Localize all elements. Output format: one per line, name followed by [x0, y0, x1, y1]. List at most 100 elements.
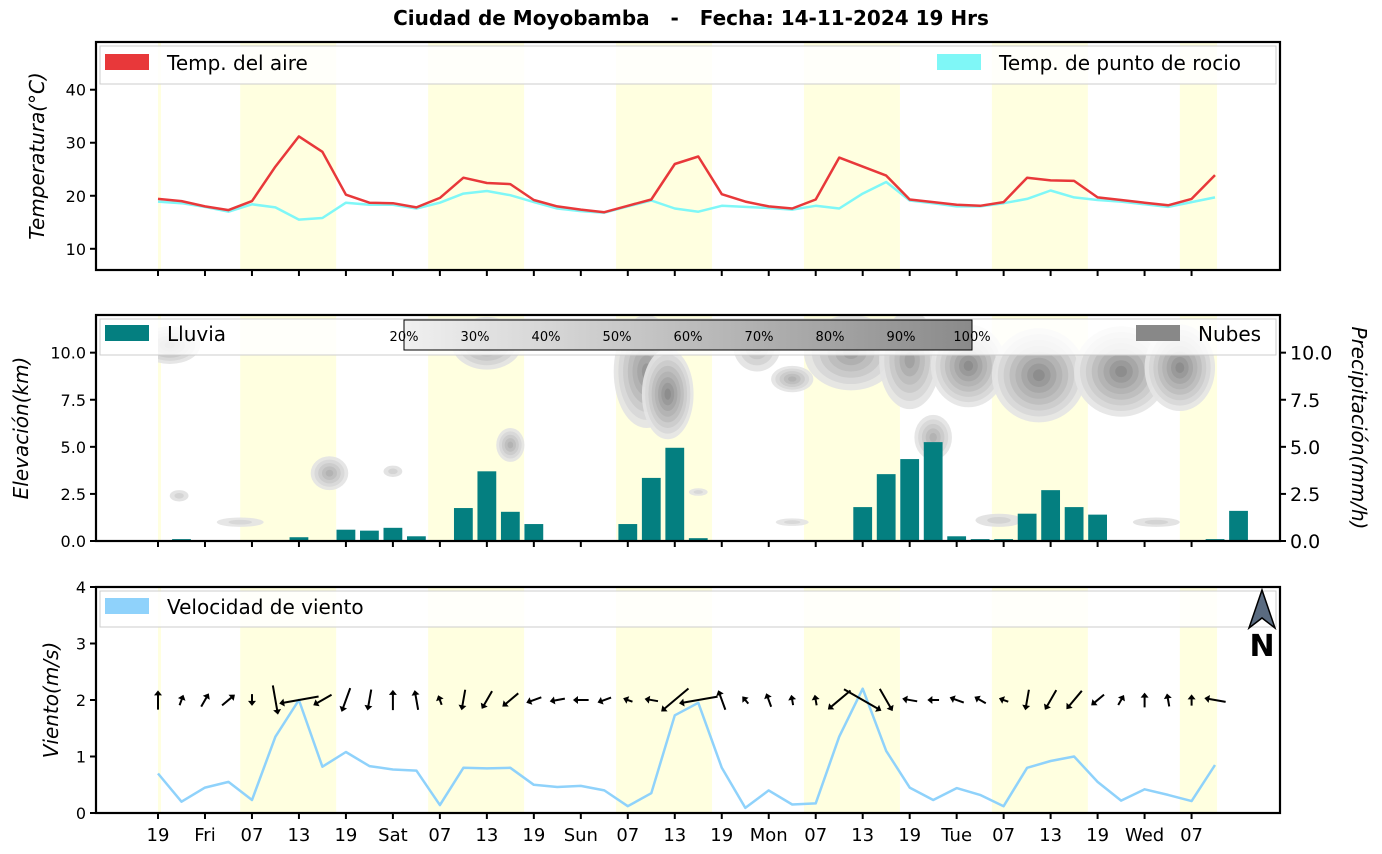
wind-arrow-shape: [388, 689, 397, 711]
wind-panel: Velocidad de viento 0 1 2 3 4 Viento(m/s) 19 Fri…: [39, 578, 1282, 846]
wind-arrow: [221, 694, 235, 707]
rain-bar: [383, 527, 403, 541]
legend-box: [99, 590, 1277, 628]
y-tick-label: 30: [66, 134, 86, 153]
colorbar-label: 50%: [603, 330, 632, 345]
rain-bar: [641, 477, 661, 541]
wind-arrow: [1187, 694, 1196, 706]
cloud-contour: [693, 490, 703, 494]
wind-arrow: [949, 695, 965, 704]
x-tick-label: 07: [992, 825, 1015, 846]
cloud-contour: [788, 376, 797, 382]
wind-arrow: [526, 696, 542, 705]
wind-arrow-shape: [1043, 689, 1058, 710]
cloud-contour: [929, 432, 937, 442]
x-tick-label: Tue: [940, 825, 972, 846]
legend-rain-swatch: [105, 325, 149, 341]
cloud-contour: [784, 520, 801, 525]
rain-bar: [289, 537, 309, 541]
wind-arrow: [1043, 689, 1058, 710]
y-tick-label-right: 0.0: [1290, 531, 1320, 553]
cloud-contour: [904, 352, 915, 369]
y-tick-label: 3: [76, 635, 86, 654]
wind-arrow: [411, 690, 420, 711]
rain-bar: [500, 511, 520, 541]
series-dew-point-line: [157, 180, 1216, 221]
x-tick-label: 19: [1086, 825, 1109, 846]
wind-arrow-shape: [572, 696, 589, 704]
wind-arrow: [811, 694, 820, 706]
wind-arrow-shape: [878, 688, 894, 712]
wind-arrow-shape: [1091, 693, 1105, 706]
wind-arrow-shape: [1066, 690, 1083, 710]
wind-arrow-shape: [248, 694, 256, 706]
wind-arrow-shape: [480, 690, 493, 709]
wind-arrow: [364, 689, 373, 711]
rain-bar: [923, 442, 943, 541]
wind-arrow-shape: [458, 689, 467, 711]
rain-bar: [336, 529, 356, 541]
wind-arrow: [974, 695, 987, 705]
wind-arrow-shape: [974, 695, 987, 705]
wind-arrow-shape: [597, 696, 612, 705]
x-tick-label: 07: [616, 825, 639, 846]
wind-arrow-shape: [411, 690, 420, 711]
rain-bar: [360, 530, 379, 541]
wind-arrow: [1091, 693, 1105, 706]
wind-arrow: [248, 694, 256, 706]
legend-dew-point-label: Temp. de punto de rocio: [998, 51, 1241, 75]
wind-arrow: [878, 688, 894, 712]
y-tick-label: 10: [66, 240, 86, 259]
y-axis-label: Temperatura(°C): [25, 72, 49, 240]
y-tick-label: 5.0: [61, 438, 86, 457]
x-tick-label: Sun: [564, 825, 598, 846]
wind-arrow: [597, 696, 612, 705]
cloud-contour: [388, 468, 398, 475]
wind-arrow: [549, 696, 566, 705]
x-tick-label: Sat: [378, 825, 408, 846]
rain-bar: [1041, 490, 1061, 541]
wind-arrow: [644, 695, 659, 704]
cloud-contour: [987, 516, 1011, 524]
rain-bar: [876, 474, 896, 541]
y-axis-label: Viento(m/s): [39, 642, 63, 759]
wind-arrow: [279, 695, 319, 707]
x-tick-label: 19: [334, 825, 357, 846]
series-air-temp-line: [157, 135, 1216, 214]
wind-arrow-shape: [502, 692, 519, 707]
wind-arrow-shape: [644, 695, 659, 704]
wind-arrow-shape: [1022, 689, 1031, 711]
wind-arrow-shape: [1117, 695, 1125, 706]
y-tick-label: 4: [76, 578, 86, 597]
legend-box: [99, 45, 1277, 85]
cloud-contour: [228, 519, 252, 525]
y-tick-label-right: 5.0: [1290, 437, 1320, 459]
wind-arrow: [572, 696, 589, 704]
rain-bar: [688, 538, 708, 541]
x-tick-label: 19: [522, 825, 545, 846]
y-axis-label: Elevación(km): [9, 357, 33, 500]
wind-arrow-shape: [623, 696, 633, 704]
colorbar-label: 20%: [390, 330, 419, 345]
wind-arrow-shape: [764, 693, 773, 708]
x-tick-label: 07: [804, 825, 827, 846]
wind-arrow: [339, 687, 352, 712]
cloud-contour: [1115, 365, 1127, 378]
x-tick-label: 13: [475, 825, 498, 846]
wind-arrow-shape: [998, 696, 1009, 704]
rain-bar: [453, 508, 473, 541]
rain-bar: [900, 459, 920, 541]
x-tick-label: 07: [428, 825, 451, 846]
colorbar-label: 80%: [816, 330, 845, 345]
wind-arrow-shape: [549, 696, 566, 705]
colorbar-label: 70%: [745, 330, 774, 345]
temperature-panel: Temp. del aire Temp. de punto de rocio 10 2…: [25, 40, 1282, 276]
y-axis-label-right: Precipitación(mm/h): [1347, 327, 1371, 530]
rain-bar: [665, 447, 685, 541]
colorbar-label: 100%: [953, 330, 990, 345]
legend-air-temp-swatch: [105, 54, 149, 70]
daylight-band: [158, 587, 161, 813]
rain-bar: [1088, 514, 1107, 541]
rain-bar: [1017, 513, 1037, 541]
wind-arrow: [436, 695, 444, 706]
